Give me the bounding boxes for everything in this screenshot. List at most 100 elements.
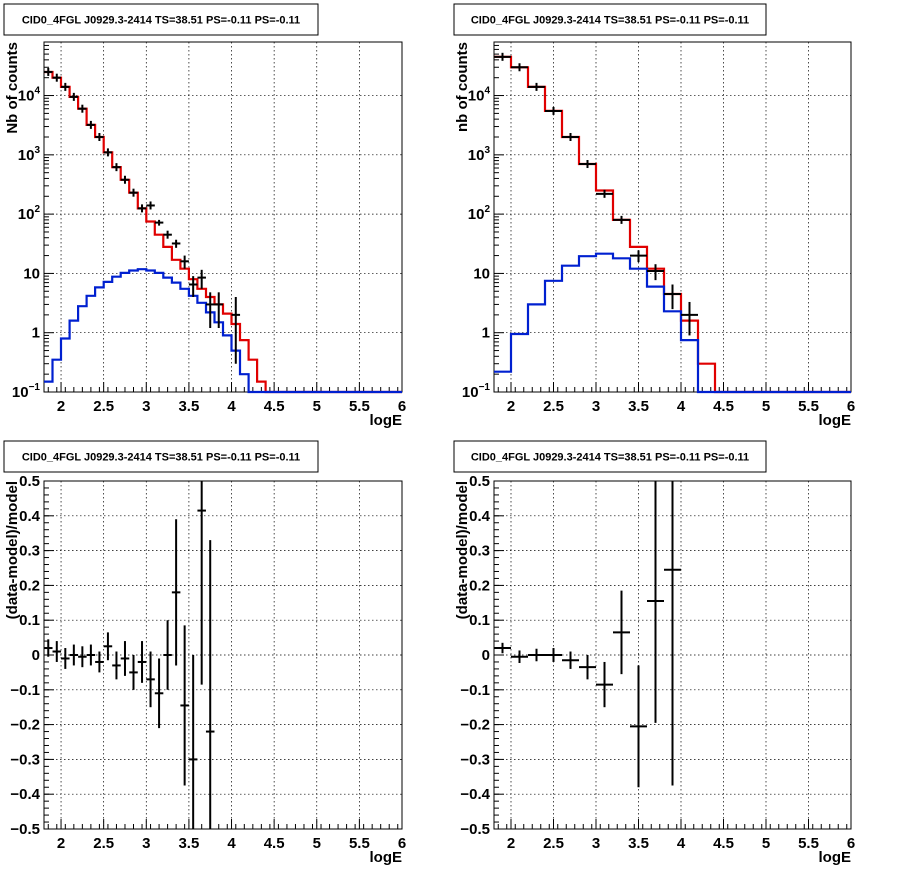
data-point <box>95 132 104 141</box>
x-tick-label: 6 <box>398 835 406 852</box>
x-tick-label: 4 <box>227 398 236 415</box>
data-point <box>596 189 613 198</box>
data-point <box>95 651 104 673</box>
data-point <box>171 239 181 248</box>
data-point <box>154 219 164 226</box>
plot-frame <box>43 41 403 393</box>
data-point <box>78 646 87 668</box>
x-tick-label: 5.5 <box>798 835 819 852</box>
data-point <box>205 292 215 329</box>
data-point <box>86 120 96 129</box>
data-point <box>214 292 223 329</box>
data-point <box>197 481 206 685</box>
title-box <box>453 440 767 473</box>
y-tick-label: 103 <box>18 145 41 164</box>
y-tick-label: −0.2 <box>460 717 490 734</box>
data-point <box>562 132 579 141</box>
x-tick-label: 2 <box>507 835 515 852</box>
y-tick-label: −0.4 <box>460 786 490 803</box>
data-point <box>197 269 206 289</box>
data-point <box>180 255 189 269</box>
data-point <box>494 642 511 654</box>
data-point <box>44 67 53 76</box>
data-point <box>205 540 215 829</box>
panel-top-right: 2 2.5 3 3.5 4 4.5 5 5.5 6 10−1 1 10 102 103 104 CID0_4F… <box>453 3 855 429</box>
y-tick-label: 10 <box>473 265 490 282</box>
data-point <box>171 519 181 666</box>
data-point <box>545 648 562 662</box>
data-point <box>120 641 130 676</box>
data-point <box>52 73 62 82</box>
x-tick-label: 3.5 <box>178 835 199 852</box>
data-point <box>86 644 96 666</box>
x-axis-label: logE <box>370 849 403 866</box>
panel-bottom-right: 2 2.5 3 3.5 4 4.5 5 5.5 6 −0.5 −0.4 −0.3 −0.2 −0.1 0 0.… <box>453 440 855 866</box>
data-point <box>613 590 630 675</box>
y-tick-label: 0.2 <box>469 577 490 594</box>
data-point <box>154 658 164 729</box>
data-point <box>137 641 147 683</box>
data-point <box>103 148 113 157</box>
x-tick-label: 2 <box>57 398 65 415</box>
x-tick-label: 5.5 <box>349 835 370 852</box>
y-tick-label: 0.2 <box>19 577 40 594</box>
plot-frame <box>493 41 852 393</box>
data-point <box>163 230 172 239</box>
x-tick-label: 2 <box>57 835 65 852</box>
x-tick-label: 4 <box>677 398 686 415</box>
y-tick-label: 0.4 <box>19 508 41 525</box>
data-point <box>69 92 79 101</box>
data-point <box>61 82 70 91</box>
y-tick-label: 104 <box>468 86 491 105</box>
data-point <box>103 632 113 661</box>
data-point <box>664 284 681 310</box>
panel-top-left: 2 2.5 3 3.5 4 4.5 5 5.5 6 10−1 1 10 102 103 104 CID0_4F… <box>3 3 406 429</box>
data-point <box>511 63 528 72</box>
data-point <box>146 651 155 708</box>
y-tick-label: −0.5 <box>10 821 40 838</box>
data-point <box>112 651 121 680</box>
data-point <box>613 215 630 224</box>
histogram-series-1 <box>44 268 402 394</box>
x-tick-label: 5 <box>313 835 321 852</box>
x-tick-label: 2.5 <box>93 835 114 852</box>
x-tick-label: 3 <box>142 835 150 852</box>
x-tick-label: 4 <box>227 835 236 852</box>
x-tick-label: 3.5 <box>628 835 649 852</box>
y-axis-label: nb of counts <box>454 42 471 132</box>
x-tick-label: 5 <box>313 398 321 415</box>
x-tick-label: 6 <box>847 835 855 852</box>
x-tick-label: 2 <box>507 398 515 415</box>
y-tick-label: 0.3 <box>19 543 40 560</box>
data-point <box>146 201 155 210</box>
x-tick-label: 5 <box>762 835 770 852</box>
x-tick-label: 5.5 <box>798 398 819 415</box>
data-point <box>579 655 596 680</box>
y-axis-label: Nb of counts <box>4 42 21 134</box>
y-tick-label: −0.3 <box>10 751 40 768</box>
data-point <box>664 481 681 786</box>
title-box <box>3 440 319 473</box>
data-point <box>494 52 511 61</box>
data-point <box>528 648 545 662</box>
data-point <box>545 106 562 115</box>
y-tick-label: 0.1 <box>469 612 490 629</box>
data-point <box>78 104 87 113</box>
panel-bottom-left: 2 2.5 3 3.5 4 4.5 5 5.5 6 −0.5 −0.4 −0.3 −0.2 −0.1 0 0.… <box>3 440 406 866</box>
plot-title: CID0_4FGL J0929.3-2414 TS=38.51 PS=-0.11… <box>471 15 749 27</box>
data-point <box>163 620 172 690</box>
histogram-series-1 <box>494 252 851 394</box>
x-tick-label: 5 <box>762 398 770 415</box>
data-point <box>129 655 138 690</box>
data-point <box>112 163 121 172</box>
data-point <box>630 665 647 788</box>
y-axis-label: (data-model)/model <box>454 481 471 619</box>
x-tick-label: 4.5 <box>713 835 734 852</box>
y-tick-label: 1 <box>32 325 40 342</box>
x-axis-label: logE <box>819 849 852 866</box>
y-tick-label: 102 <box>468 204 491 223</box>
y-tick-label: −0.4 <box>10 786 40 803</box>
data-point <box>137 204 147 213</box>
x-tick-label: 2.5 <box>543 398 564 415</box>
